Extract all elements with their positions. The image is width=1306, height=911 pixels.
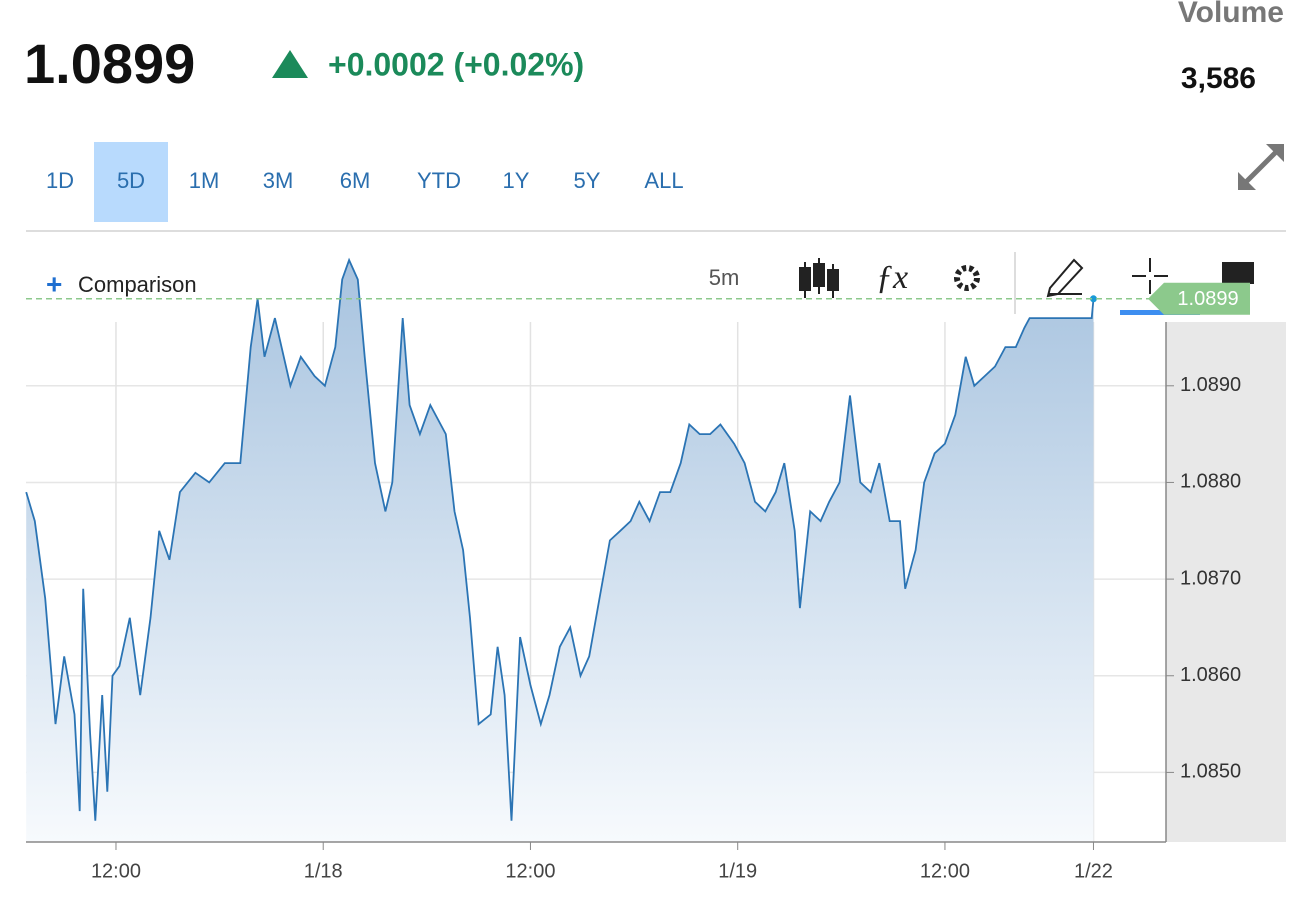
y-tick-label: 1.0850 <box>1180 761 1241 783</box>
last-point <box>1089 295 1097 303</box>
settings-icon[interactable] <box>954 265 980 291</box>
draw-icon[interactable] <box>1046 258 1084 298</box>
x-tick-label: 12:00 <box>505 860 555 882</box>
tab-selected-bg <box>94 142 168 222</box>
volume: 3,586 <box>1181 62 1256 95</box>
current-price-tag <box>1148 282 1250 315</box>
range-tab[interactable]: 6M <box>340 168 371 193</box>
x-tick-label: 1/18 <box>304 860 343 882</box>
expand-icon[interactable] <box>1238 144 1284 190</box>
range-tab[interactable]: 1M <box>189 168 220 193</box>
active-tool-indicator <box>1120 310 1200 315</box>
price-change: +0.0002 (+0.02%) <box>328 46 584 82</box>
y-tick-label: 1.0870 <box>1180 567 1241 589</box>
range-tab[interactable]: 3M <box>263 168 294 193</box>
current-price-label: 1.0899 <box>1177 288 1238 310</box>
comparison-button[interactable]: Comparison <box>78 272 197 297</box>
range-tabs: 1D 5D 1M 3M 6M YTD 1Y 5Y ALL <box>46 142 684 222</box>
indicators-icon[interactable]: ƒx <box>876 259 908 296</box>
price-line <box>25 257 1095 821</box>
range-tab[interactable]: 1D <box>46 168 74 193</box>
price: 1.0899 <box>24 32 195 95</box>
candles-icon[interactable] <box>799 258 839 298</box>
volume-label: Volume <box>1178 0 1284 29</box>
up-arrow <box>272 50 308 78</box>
range-tab[interactable]: YTD <box>417 168 461 193</box>
range-tab[interactable]: 5D <box>117 168 145 193</box>
y-tick-label: 1.0860 <box>1180 664 1241 686</box>
range-tab[interactable]: 5Y <box>574 168 601 193</box>
y-tick-label: 1.0880 <box>1180 471 1241 493</box>
plus-icon[interactable]: + <box>46 268 62 299</box>
range-tab[interactable]: 1Y <box>503 168 530 193</box>
axis-panel <box>1166 322 1286 842</box>
x-tick-label: 1/22 <box>1074 860 1113 882</box>
x-tick-label: 1/19 <box>718 860 757 882</box>
x-tick-label: 12:00 <box>920 860 970 882</box>
range-tab[interactable]: ALL <box>644 168 683 193</box>
crosshair-icon[interactable] <box>1132 258 1168 294</box>
plot: 1.0850 1.0860 1.0870 1.0880 1.0890 12:00 1/18 1… <box>25 257 1250 882</box>
area-fill <box>26 260 1094 843</box>
interval-button[interactable]: 5m <box>709 265 740 290</box>
y-tick-label: 1.0890 <box>1180 374 1241 396</box>
x-tick-label: 12:00 <box>91 860 141 882</box>
